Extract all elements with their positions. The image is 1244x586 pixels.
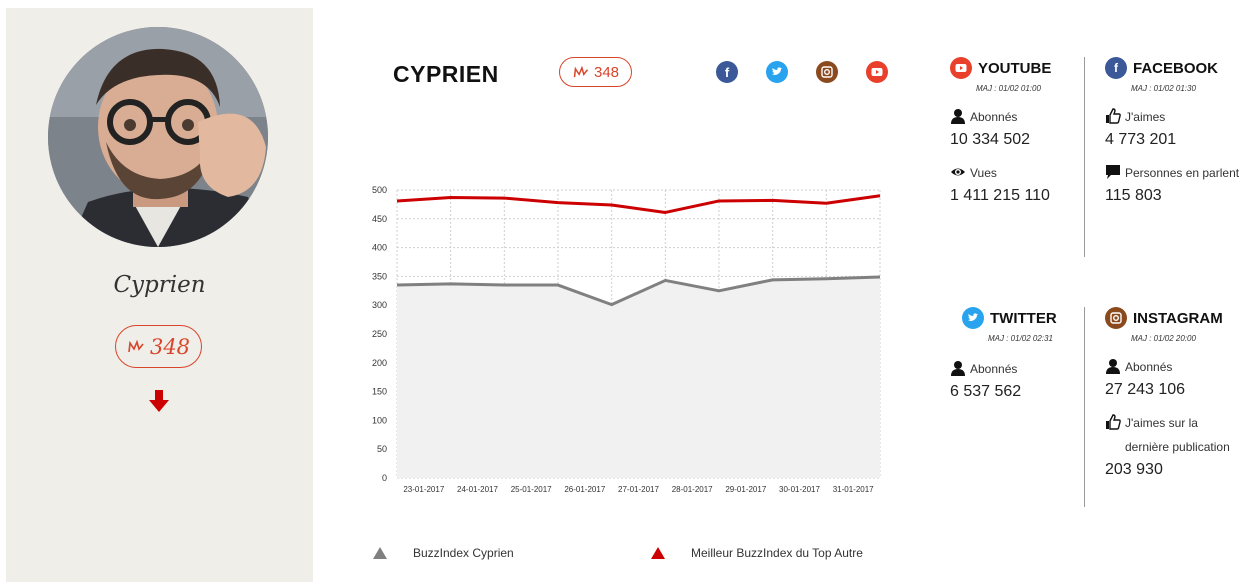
avatar-photo <box>48 27 268 247</box>
comment-icon <box>1106 165 1120 179</box>
update-time: MAJ : 01/02 20:00 <box>1131 334 1196 343</box>
metric-value: 6 537 562 <box>950 383 1022 400</box>
metric-value: 203 930 <box>1105 461 1163 478</box>
buzz-logo-icon <box>573 65 589 77</box>
legend-triangle-red-icon <box>651 547 665 559</box>
x-tick-label: 28-01-2017 <box>672 485 713 494</box>
twitter-icon <box>962 307 984 329</box>
divider <box>1084 57 1085 257</box>
divider <box>1084 307 1085 507</box>
x-tick-label: 31-01-2017 <box>833 485 874 494</box>
metric-label: Vues <box>970 166 997 180</box>
user-icon <box>951 109 965 124</box>
legend-label: BuzzIndex Cyprien <box>413 546 514 560</box>
facebook-icon: f <box>1105 57 1127 79</box>
eye-icon <box>951 168 965 176</box>
x-tick-label: 27-01-2017 <box>618 485 659 494</box>
metric-label: Abonnés <box>1125 360 1173 374</box>
metric-value: 1 411 215 110 <box>950 187 1050 204</box>
x-tick-label: 26-01-2017 <box>564 485 605 494</box>
profile-buzz-score: 348 <box>149 334 191 359</box>
header-buzz-score: 348 <box>593 63 620 81</box>
y-tick-label: 50 <box>377 444 387 454</box>
stat-title: YOUTUBE <box>978 59 1052 77</box>
legend-item-buzzindex[interactable]: BuzzIndex Cyprien <box>373 546 514 560</box>
y-tick-label: 400 <box>372 243 387 253</box>
user-icon <box>951 361 965 376</box>
x-tick-label: 23-01-2017 <box>403 485 444 494</box>
metric-label: Abonnés <box>970 362 1018 376</box>
legend-triangle-grey-icon <box>373 547 387 559</box>
youtube-icon <box>950 57 972 79</box>
instagram-icon <box>1105 307 1127 329</box>
y-tick-label: 350 <box>372 271 387 281</box>
profile-name: Cyprien <box>113 272 206 298</box>
thumbs-up-icon <box>1106 108 1121 124</box>
twitter-icon[interactable] <box>766 61 788 83</box>
y-tick-label: 0 <box>382 473 387 483</box>
page-title: CYPRIEN <box>393 61 499 87</box>
series-area-0 <box>397 276 880 478</box>
metric-label: Personnes en parlent <box>1125 166 1240 180</box>
metric-label: J'aimes sur la dernière publication <box>1125 416 1230 454</box>
twitter-stats: TWITTER MAJ : 01/02 02:31 <box>962 307 1102 343</box>
facebook-stats: f FACEBOOK MAJ : 01/02 01:30 J'aimes 4 7… <box>1105 57 1244 205</box>
thumbs-up-icon <box>1106 414 1121 430</box>
social-links: f <box>716 61 888 83</box>
y-tick-label: 450 <box>372 214 387 224</box>
trend-down-arrow-icon <box>149 390 169 412</box>
update-time: MAJ : 01/02 02:31 <box>988 334 1053 343</box>
profile-panel: Cyprien 348 <box>6 8 313 582</box>
avatar <box>48 27 268 247</box>
metric-label: Abonnés <box>970 110 1018 124</box>
series-line-1 <box>396 194 881 214</box>
legend-label: Meilleur BuzzIndex du Top Autre <box>691 546 863 560</box>
metric-value: 4 773 201 <box>1105 131 1177 148</box>
youtube-icon[interactable] <box>866 61 888 83</box>
user-icon <box>1106 359 1120 374</box>
youtube-stats: YOUTUBE MAJ : 01/02 01:00 Abonnés 10 334… <box>950 57 1090 205</box>
twitter-metrics: Abonnés 6 537 562 <box>950 345 1090 401</box>
metric-value: 27 243 106 <box>1105 381 1186 398</box>
buzz-logo-icon <box>128 339 144 352</box>
update-time: MAJ : 01/02 01:00 <box>976 84 1041 93</box>
profile-buzz-badge[interactable]: 348 <box>115 325 202 368</box>
header-buzz-badge[interactable]: 348 <box>559 57 632 87</box>
y-tick-label: 500 <box>372 185 387 195</box>
buzzindex-chart: 0 50 100 150 200 250 300 350 400 450 500 23-01-2017… <box>360 178 890 498</box>
y-tick-label: 300 <box>372 300 387 310</box>
series-line-0 <box>396 275 881 307</box>
x-tick-label: 24-01-2017 <box>457 485 498 494</box>
x-tick-label: 25-01-2017 <box>511 485 552 494</box>
y-tick-label: 250 <box>372 329 387 339</box>
stat-title: TWITTER <box>990 309 1057 327</box>
chart-svg: 0 50 100 150 200 250 300 350 400 450 500 23-01-2017… <box>372 185 881 494</box>
y-tick-label: 150 <box>372 387 387 397</box>
y-tick-label: 100 <box>372 415 387 425</box>
facebook-icon[interactable]: f <box>716 61 738 83</box>
stat-title: FACEBOOK <box>1133 59 1219 77</box>
x-tick-label: 30-01-2017 <box>779 485 820 494</box>
instagram-stats: INSTAGRAM MAJ : 01/02 20:00 Abonnés 27 2… <box>1105 307 1240 479</box>
metric-value: 10 334 502 <box>950 131 1031 148</box>
x-tick-label: 29-01-2017 <box>725 485 766 494</box>
legend-item-best[interactable]: Meilleur BuzzIndex du Top Autre <box>651 546 863 560</box>
instagram-icon[interactable] <box>816 61 838 83</box>
metric-label: J'aimes <box>1125 110 1166 124</box>
stat-title: INSTAGRAM <box>1133 309 1223 327</box>
update-time: MAJ : 01/02 01:30 <box>1131 84 1196 93</box>
y-tick-label: 200 <box>372 358 387 368</box>
metric-value: 115 803 <box>1105 187 1162 204</box>
